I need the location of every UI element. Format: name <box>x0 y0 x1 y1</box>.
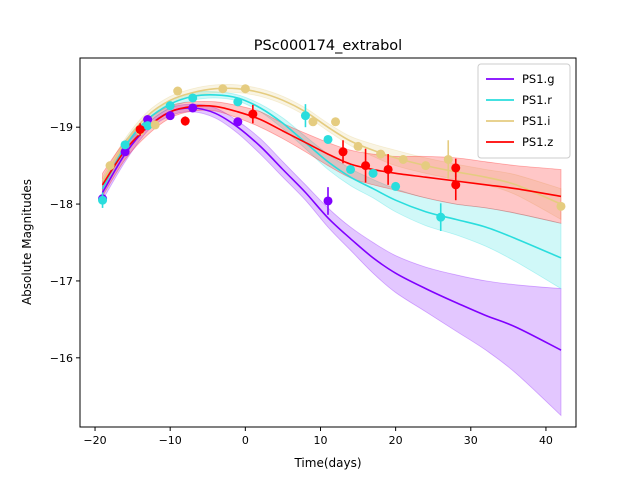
x-tick-label-2: 0 <box>242 434 249 447</box>
data-point-ps1-g-3 <box>165 111 175 121</box>
x-axis-label: Time(days) <box>293 456 361 470</box>
x-tick-label-4: 20 <box>389 434 403 447</box>
data-point-ps1-i-4 <box>218 84 228 94</box>
data-point-ps1-i-2 <box>150 120 160 130</box>
legend-box <box>477 63 571 159</box>
data-point-ps1-r-8 <box>346 164 356 174</box>
chart-title: PSc000174_extrabol <box>254 38 402 54</box>
data-point-ps1-r-5 <box>233 97 243 107</box>
legend-label-ps1-i: PS1.i <box>522 114 550 128</box>
data-point-ps1-i-12 <box>443 154 453 164</box>
y-tick-label-0: −16 <box>50 352 73 365</box>
data-point-ps1-r-10 <box>391 181 401 191</box>
x-tick-label-6: 40 <box>539 434 553 447</box>
data-point-ps1-i-3 <box>173 86 183 96</box>
data-point-ps1-r-9 <box>368 168 378 178</box>
data-point-ps1-i-6 <box>308 117 318 127</box>
data-point-ps1-g-4 <box>188 103 198 113</box>
x-tick-label-5: 30 <box>464 434 478 447</box>
data-point-ps1-z-2 <box>248 109 258 119</box>
data-point-ps1-i-5 <box>240 84 250 94</box>
data-point-ps1-i-13 <box>556 201 566 211</box>
plot-area <box>98 84 566 417</box>
data-point-ps1-r-11 <box>436 212 446 222</box>
data-point-ps1-i-7 <box>331 117 341 127</box>
data-point-ps1-z-3 <box>338 147 348 157</box>
y-tick-label-1: −17 <box>50 275 73 288</box>
data-point-ps1-r-6 <box>300 111 310 121</box>
data-point-ps1-i-10 <box>398 154 408 164</box>
y-tick-label-2: −18 <box>50 198 73 211</box>
y-axis-label: Absolute Magnitudes <box>20 179 34 305</box>
plot-frame <box>79 57 577 428</box>
data-point-ps1-g-2 <box>143 115 153 124</box>
data-point-ps1-r-0 <box>98 195 108 205</box>
y-tick-label-3: −19 <box>50 121 73 134</box>
data-point-ps1-r-3 <box>165 101 175 111</box>
data-point-ps1-g-1 <box>120 147 130 157</box>
x-tick-label-1: −10 <box>159 434 182 447</box>
data-point-ps1-i-9 <box>376 149 386 159</box>
data-point-ps1-i-0 <box>105 161 115 171</box>
legend-label-ps1-r: PS1.r <box>522 93 552 107</box>
data-point-ps1-z-7 <box>451 180 461 190</box>
data-point-ps1-g-5 <box>233 117 243 127</box>
data-point-ps1-i-8 <box>353 141 363 151</box>
data-point-ps1-r-7 <box>323 134 333 144</box>
data-point-ps1-r-4 <box>188 93 198 103</box>
legend-label-ps1-g: PS1.g <box>522 72 555 86</box>
data-point-ps1-z-5 <box>383 164 393 174</box>
x-tick-label-3: 10 <box>313 434 327 447</box>
data-point-ps1-z-4 <box>361 161 371 171</box>
data-point-ps1-r-1 <box>120 140 130 150</box>
legend-label-ps1-z: PS1.z <box>522 135 553 149</box>
data-point-ps1-z-1 <box>180 116 190 126</box>
data-point-ps1-z-0 <box>135 124 145 134</box>
data-point-ps1-z-6 <box>451 163 461 173</box>
band-ps1-i <box>102 84 562 221</box>
data-point-ps1-i-11 <box>421 161 431 171</box>
x-tick-label-0: −20 <box>83 434 106 447</box>
data-point-ps1-r-2 <box>143 121 153 131</box>
data-point-ps1-g-6 <box>323 196 333 206</box>
